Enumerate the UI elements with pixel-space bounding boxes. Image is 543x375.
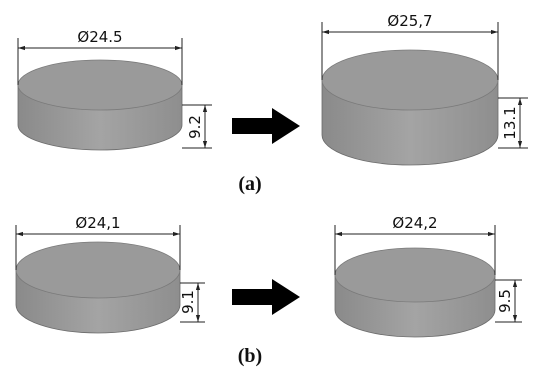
figure: Ø24.5 9.2 Ø25,7 13.1 (a) Ø24,1 9.1 Ø24,2… xyxy=(0,0,543,375)
diameter-label: Ø25,7 xyxy=(387,12,432,30)
panel-caption: (b) xyxy=(238,345,262,367)
height-label: 9.5 xyxy=(496,289,514,313)
cylinder-a-before xyxy=(18,38,212,150)
cylinder-a-after xyxy=(322,22,528,165)
arrow xyxy=(232,108,300,144)
diameter-label: Ø24,2 xyxy=(392,214,437,232)
height-label: 13.1 xyxy=(501,106,519,139)
panel-caption: (a) xyxy=(238,173,261,195)
height-label: 9.1 xyxy=(179,290,197,314)
height-label: 9.2 xyxy=(186,115,204,139)
cylinder-b-before xyxy=(16,225,205,333)
cylinder-b-after xyxy=(335,225,522,337)
arrow xyxy=(232,279,300,315)
diameter-label: Ø24,1 xyxy=(75,214,120,232)
diameter-label: Ø24.5 xyxy=(77,28,122,46)
